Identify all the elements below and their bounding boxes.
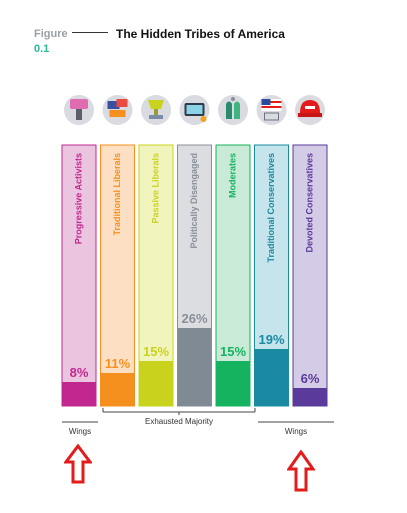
protest-fist-icon — [64, 95, 94, 125]
bar — [139, 361, 173, 406]
bar — [293, 388, 327, 406]
bar — [62, 382, 96, 406]
video-game-icon — [179, 95, 210, 125]
chart-title: The Hidden Tribes of America — [116, 27, 285, 41]
red-cap-icon — [295, 95, 325, 125]
data-label: 15% — [220, 344, 246, 359]
up-arrow-icon-left — [64, 444, 92, 484]
group-label: Wings — [285, 427, 307, 436]
data-label: 6% — [301, 371, 320, 386]
up-arrow-icon-right — [287, 450, 315, 492]
liberal-signs-icon — [102, 95, 133, 125]
thinking-hands-icon — [218, 95, 248, 125]
data-label: 19% — [258, 332, 284, 347]
bar — [254, 349, 289, 406]
data-label: 15% — [143, 344, 169, 359]
category-label: Moderates — [227, 153, 237, 198]
group-label: Wings — [69, 427, 91, 436]
bar — [216, 361, 250, 406]
category-label: Passive Liberals — [150, 153, 160, 224]
data-label: 26% — [181, 311, 207, 326]
tribe-panel — [292, 144, 328, 407]
category-label: Traditional Conservatives — [266, 153, 276, 263]
trophy-icon — [141, 95, 171, 125]
category-label: Politically Disengaged — [189, 153, 199, 249]
figure-rule — [72, 32, 108, 33]
bar — [100, 373, 135, 406]
data-label: 11% — [105, 356, 131, 371]
figure-label: Figure — [34, 28, 68, 40]
category-label: Traditional Liberals — [112, 153, 122, 236]
category-label: Progressive Activists — [73, 153, 83, 244]
category-label: Devoted Conservatives — [304, 153, 314, 253]
figure-number: 0.1 — [34, 43, 50, 55]
bar — [177, 328, 212, 406]
us-flag-house-icon — [256, 95, 287, 125]
group-label: Exhausted Majority — [145, 417, 213, 426]
data-label: 8% — [70, 365, 89, 380]
